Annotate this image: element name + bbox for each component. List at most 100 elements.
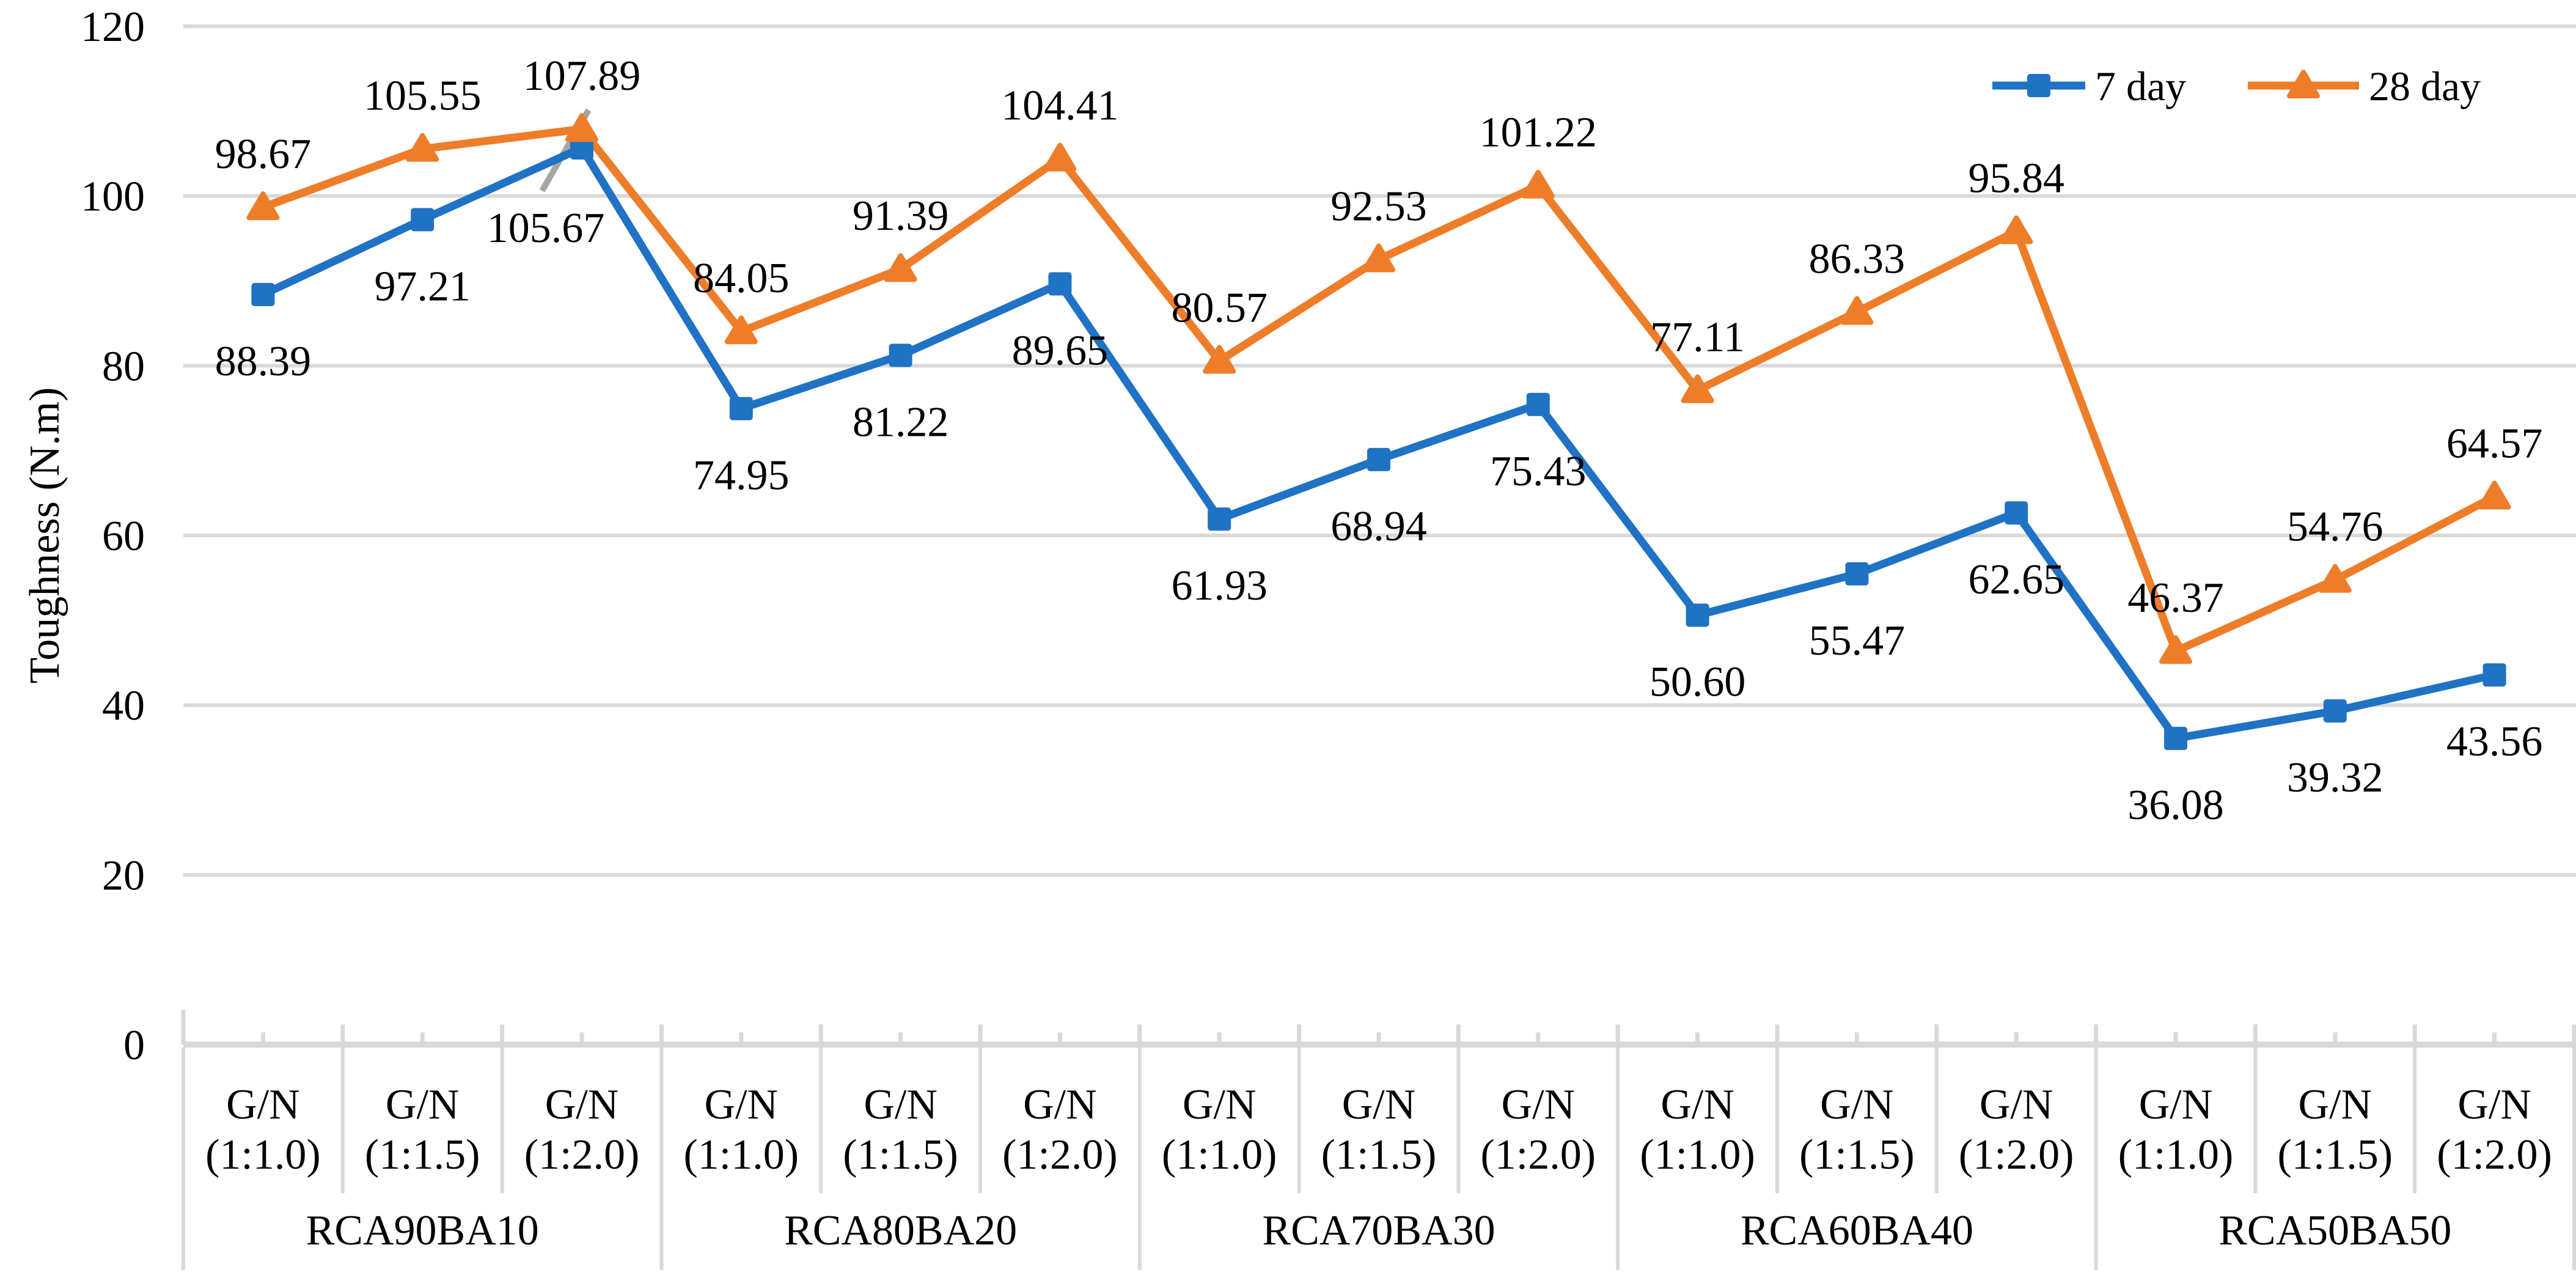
data-label: 68.94 [1330, 503, 1427, 550]
data-point-marker [406, 133, 439, 162]
data-label: 84.05 [693, 255, 790, 302]
data-label: 89.65 [1012, 327, 1109, 374]
data-label: 75.43 [1490, 448, 1587, 495]
data-point-marker [1367, 447, 1390, 471]
legend-label: 7 day [2095, 63, 2186, 109]
data-point-marker [246, 191, 280, 221]
data-point-marker [2318, 564, 2352, 593]
x-group-label: RCA80BA20 [784, 1207, 1017, 1254]
data-point-marker [1681, 374, 1714, 403]
x-group-label: RCA70BA30 [1262, 1207, 1495, 1254]
data-label: 86.33 [1809, 235, 1906, 282]
category-ticks-and-separators [181, 1010, 2576, 1270]
x-sub-label-line1: G/N [2457, 1081, 2531, 1128]
data-label: 54.76 [2287, 504, 2383, 551]
x-sub-label-line2: (1:1.0) [1162, 1131, 1277, 1178]
legend-label: 28 day [2369, 63, 2481, 109]
data-label: 61.93 [1171, 562, 1268, 609]
data-label: 74.95 [693, 452, 790, 499]
series-markers-7-day [251, 136, 2506, 751]
legend-item-7-day: 7 day [1992, 63, 2186, 109]
data-label: 36.08 [2127, 782, 2224, 829]
data-point-marker [2164, 727, 2187, 751]
x-group-label: RCA60BA40 [1741, 1207, 1973, 1254]
triangle-marker-icon [2287, 70, 2320, 98]
x-sub-label-line1: G/N [545, 1081, 619, 1128]
data-label: 81.22 [853, 399, 949, 446]
x-group-label: RCA50BA50 [2218, 1207, 2451, 1254]
data-point-marker [2323, 699, 2347, 723]
x-sub-label-line2: (1:1.0) [2118, 1131, 2234, 1178]
y-tick-label: 120 [81, 4, 145, 51]
data-label: 50.60 [1649, 659, 1746, 706]
x-sub-label-line1: G/N [1183, 1081, 1257, 1128]
data-point-marker [2482, 663, 2506, 687]
data-label: 80.57 [1171, 284, 1268, 331]
x-sub-label-line2: (1:1.5) [365, 1131, 480, 1178]
data-label: 105.55 [364, 73, 482, 120]
y-tick-label: 60 [102, 513, 145, 560]
data-point-marker [565, 113, 598, 142]
data-point-marker [1048, 272, 1072, 296]
data-point-marker [1526, 392, 1550, 416]
x-sub-label-line1: G/N [1502, 1081, 1576, 1128]
data-point-marker [570, 136, 593, 160]
x-sub-label-line2: (1:2.0) [1959, 1131, 2074, 1178]
data-label: 64.57 [2446, 421, 2543, 468]
data-label: 97.21 [374, 263, 471, 310]
data-label: 43.56 [2446, 718, 2543, 765]
data-point-marker [1521, 169, 1555, 199]
data-label: 88.39 [215, 338, 312, 385]
x-sub-label-line1: G/N [864, 1081, 938, 1128]
data-point-marker [2478, 480, 2511, 510]
data-label: 95.84 [1968, 155, 2064, 202]
x-group-label: RCA90BA10 [306, 1207, 539, 1254]
y-tick-label: 0 [123, 1022, 145, 1069]
x-sub-label-line2: (1:2.0) [1002, 1131, 1118, 1178]
data-point-marker [1840, 296, 1874, 325]
x-sub-label-line2: (1:2.0) [524, 1131, 640, 1178]
x-sub-label-line2: (1:2.0) [1481, 1131, 1596, 1178]
data-point-marker [729, 397, 753, 421]
data-label: 105.67 [487, 205, 605, 252]
data-label: 46.37 [2127, 575, 2224, 622]
data-label: 104.41 [1001, 82, 1119, 129]
data-point-marker [889, 344, 912, 367]
x-sub-label-line2: (1:2.0) [2437, 1131, 2552, 1178]
legend-item-28-day: 28 day [2248, 63, 2481, 109]
x-sub-label-line1: G/N [705, 1081, 779, 1128]
data-labels-7-day: 88.39 97.21 105.67 74.95 81.22 89.65 61.93 68.9… [215, 205, 2543, 829]
data-point-marker [411, 208, 435, 232]
x-sub-label-line2: (1:1.5) [1799, 1131, 1915, 1178]
x-sub-label-line1: G/N [2139, 1081, 2213, 1128]
x-sub-label-line2: (1:1.0) [205, 1131, 321, 1178]
x-sub-label-line1: G/N [1023, 1081, 1097, 1128]
series-markers-28-day [246, 113, 2511, 664]
data-point-marker [884, 253, 917, 282]
x-sub-label-line1: G/N [2299, 1081, 2372, 1128]
x-sub-label-line1: G/N [1660, 1081, 1734, 1128]
data-label: 107.89 [523, 53, 641, 100]
x-sub-label-line1: G/N [226, 1081, 300, 1128]
data-label: 55.47 [1809, 617, 1906, 664]
data-label: 91.39 [853, 193, 949, 240]
data-label: 92.53 [1330, 183, 1427, 230]
x-sub-label-line1: G/N [1980, 1081, 2053, 1128]
y-tick-label: 20 [102, 852, 145, 899]
y-tick-label: 100 [81, 174, 145, 221]
y-axis-title: Toughness (N.m) [21, 387, 68, 683]
y-tick-label: 40 [102, 683, 145, 730]
x-sub-label-line2: (1:1.5) [1321, 1131, 1437, 1178]
x-sub-label-line2: (1:1.0) [1640, 1131, 1755, 1178]
data-point-marker [1686, 603, 1709, 627]
x-sub-label-line1: G/N [1820, 1081, 1894, 1128]
data-point-marker [1208, 507, 1231, 531]
data-label: 101.22 [1480, 109, 1598, 156]
data-label: 98.67 [215, 131, 312, 178]
y-axis-tick-labels: 0 20 40 60 80 100 120 [81, 4, 145, 1069]
legend: 7 day 28 day [1992, 63, 2481, 109]
data-label: 77.11 [1650, 314, 1745, 361]
y-tick-label: 80 [102, 343, 145, 390]
